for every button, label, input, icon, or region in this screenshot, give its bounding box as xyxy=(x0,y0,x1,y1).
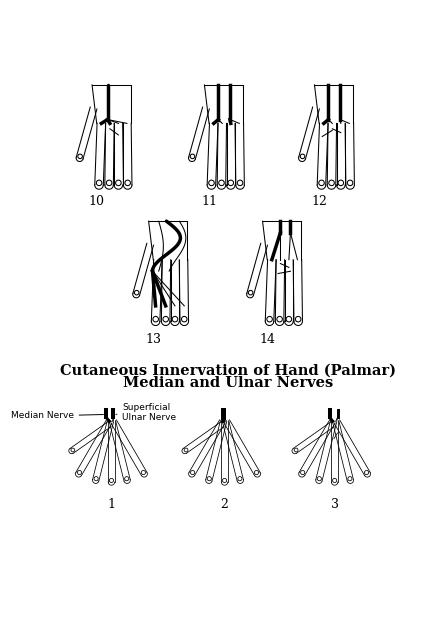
Text: Cutaneous Innervation of Hand (Palmar): Cutaneous Innervation of Hand (Palmar) xyxy=(60,364,396,378)
Text: 3: 3 xyxy=(331,499,339,512)
Text: 12: 12 xyxy=(311,195,327,208)
Text: 10: 10 xyxy=(89,195,105,208)
Text: 2: 2 xyxy=(221,499,229,512)
Text: 1: 1 xyxy=(107,499,115,512)
Text: 11: 11 xyxy=(201,195,217,208)
Text: 13: 13 xyxy=(145,333,161,346)
Text: 14: 14 xyxy=(259,333,275,346)
Text: Superficial
Ulnar Nerve: Superficial Ulnar Nerve xyxy=(116,403,177,422)
Text: Median Nerve: Median Nerve xyxy=(11,411,103,421)
Text: Median and Ulnar Nerves: Median and Ulnar Nerves xyxy=(122,376,333,390)
